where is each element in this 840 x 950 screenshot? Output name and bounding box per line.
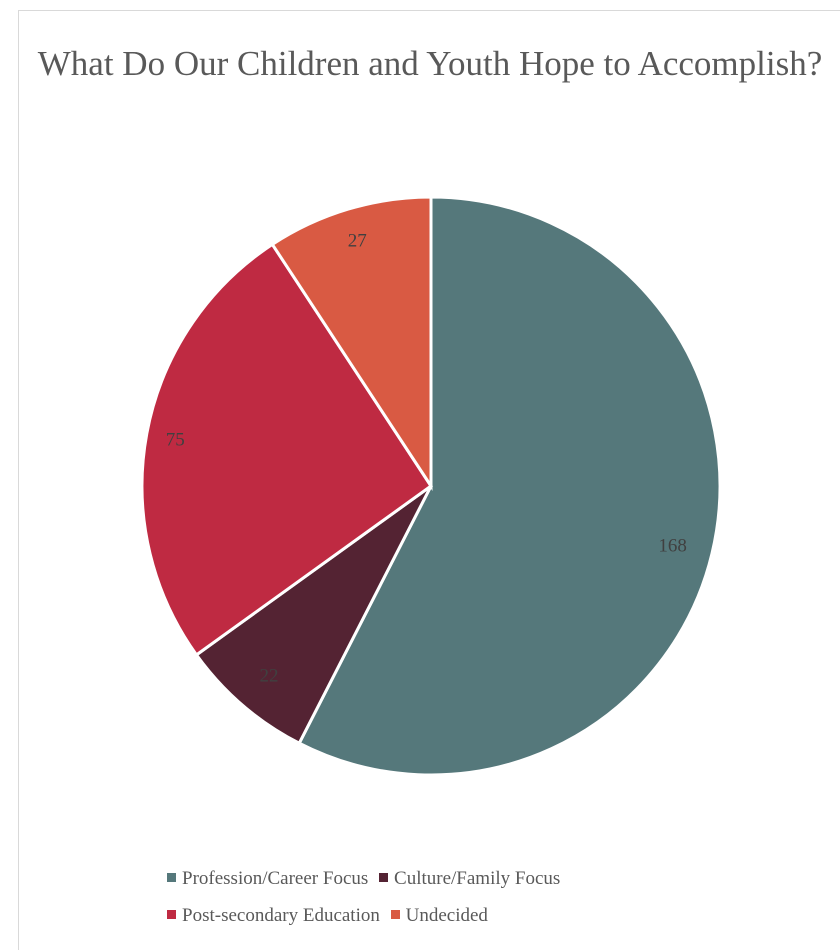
pie-slice-post-secondary xyxy=(140,242,434,657)
pie-slice-culture xyxy=(194,484,433,746)
legend-label-post-secondary: Post-secondary Education xyxy=(182,905,380,926)
data-label-undecided: 27 xyxy=(348,231,367,252)
data-label-culture: 22 xyxy=(260,666,279,687)
legend-item-undecided: Undecided xyxy=(390,905,488,927)
legend-swatch-culture xyxy=(379,873,389,882)
pie-slice-profession xyxy=(297,195,722,777)
legend-item-culture: Culture/Family Focus xyxy=(379,868,560,890)
legend-swatch-profession xyxy=(167,873,176,882)
legend-row: Post-secondary Education Undecided xyxy=(167,905,727,942)
legend-label-profession: Profession/Career Focus xyxy=(182,868,369,889)
data-label-profession: 168 xyxy=(658,535,687,556)
chart-frame: What Do Our Children and Youth Hope to A… xyxy=(18,10,840,950)
legend-item-profession: Profession/Career Focus xyxy=(167,868,368,890)
pie-chart: 168 22 75 27 xyxy=(140,195,722,777)
legend-label-culture: Culture/Family Focus xyxy=(394,868,561,889)
legend-label-undecided: Undecided xyxy=(405,905,488,926)
data-label-post-secondary: 75 xyxy=(166,430,185,451)
legend: Profession/Career Focus Culture/Family F… xyxy=(167,868,727,942)
chart-title: What Do Our Children and Youth Hope to A… xyxy=(37,44,823,83)
legend-swatch-undecided xyxy=(390,910,400,919)
legend-swatch-post-secondary xyxy=(167,910,176,919)
legend-item-post-secondary: Post-secondary Education xyxy=(167,905,380,927)
pie-slice-undecided xyxy=(270,195,433,492)
legend-row: Profession/Career Focus Culture/Family F… xyxy=(167,868,727,905)
